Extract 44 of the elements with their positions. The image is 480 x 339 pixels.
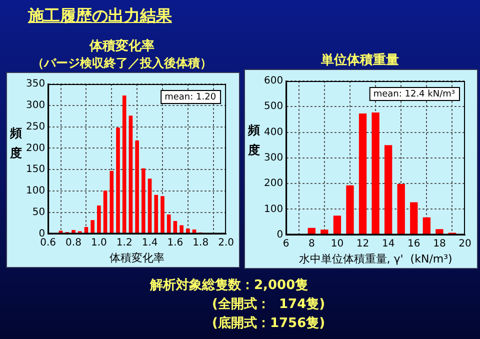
y-axis-title: 頻度 [9,125,23,162]
y-tick-label: 0 [276,229,284,240]
y-tick-label: 200 [26,142,46,154]
text: 解析対象総隻数：2,000隻 [150,276,310,295]
y-tick-label: 150 [26,164,46,176]
x-tick-label: 20 [458,238,472,250]
chart-title: 体積変化率 [88,38,156,55]
y-tick-label: 100 [264,204,284,215]
x-tick-label: 0.6 [40,237,56,248]
y-tick-label: 400 [264,126,284,138]
text: 施工履歴の出力結果 [28,6,172,27]
x-tick-label: 1.6 [167,237,184,248]
x-tick-label: 16 [408,238,420,250]
annotation: mean: 1.20 [164,92,216,102]
y-tick-label: 500 [264,101,284,112]
x-tick-label: 12 [356,238,370,250]
x-tick-label: 18 [433,238,446,250]
x-tick-label: 2.0 [218,237,234,248]
y-tick-label: 600 [264,76,284,87]
x-axis-title: 体積変化率 [110,251,165,264]
y-tick-label: 0 [38,228,46,240]
y-tick-label: 300 [26,100,46,111]
y-tick-label: 100 [26,186,46,197]
y-tick-label: 50 [32,206,46,218]
y-tick-label: 250 [26,121,46,132]
chart-subtitle: （バージ検収終了／投入後体積） [31,55,213,72]
y-axis-title: 頻度 [247,122,261,159]
y-tick-label: 350 [26,78,46,90]
annotation: mean: 12.4 kN/m³ [373,89,456,100]
y-tick-label: 200 [264,178,284,190]
text: (全開式： 174隻) [211,296,326,314]
x-tick-label: 1.2 [116,237,132,248]
x-tick-label: 10 [330,238,344,250]
x-tick-label: 1.4 [142,237,158,248]
x-axis-title: 水中単位体積重量, γ' (kN/m³) [298,252,452,266]
x-tick-label: 8 [308,238,315,250]
y-tick-label: 300 [264,152,284,164]
x-tick-label: 0.8 [66,237,82,248]
x-tick-label: 6 [282,238,290,250]
x-tick-label: 1.0 [90,237,107,248]
x-tick-label: 1.8 [192,237,209,248]
x-tick-label: 14 [382,238,395,250]
chart-title: 単位体積重量 [320,52,400,69]
text: (底開式：1756隻) [211,314,326,333]
